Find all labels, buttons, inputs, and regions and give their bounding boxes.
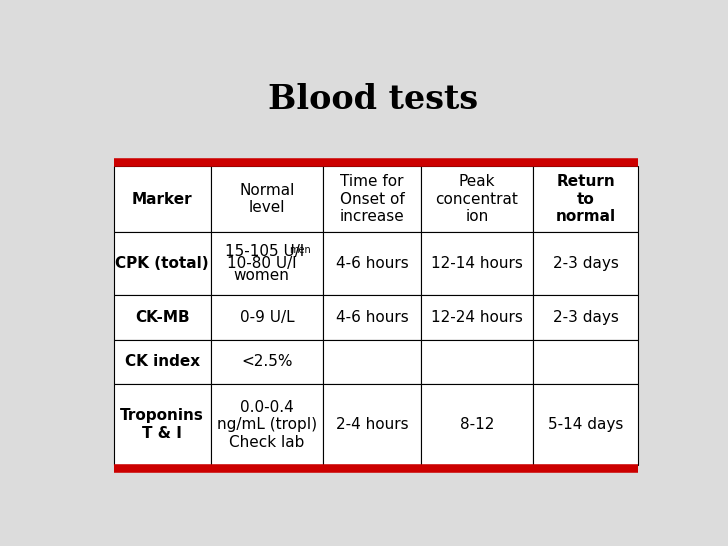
- Text: 15-105 U/l: 15-105 U/l: [225, 244, 304, 259]
- Bar: [534, 384, 638, 465]
- Bar: [421, 340, 534, 384]
- Bar: [114, 340, 210, 384]
- Text: 4-6 hours: 4-6 hours: [336, 310, 408, 325]
- Bar: [323, 167, 421, 232]
- Bar: [114, 384, 210, 465]
- Text: Troponins
T & I: Troponins T & I: [120, 408, 204, 441]
- Bar: [210, 232, 323, 295]
- Text: 12-14 hours: 12-14 hours: [431, 256, 523, 271]
- Bar: [534, 340, 638, 384]
- Text: 2-3 days: 2-3 days: [553, 310, 619, 325]
- Text: Blood tests: Blood tests: [268, 82, 478, 116]
- Bar: [421, 232, 534, 295]
- Text: 10-80 U/l: 10-80 U/l: [226, 256, 296, 271]
- Text: 2-3 days: 2-3 days: [553, 256, 619, 271]
- Text: CPK (total): CPK (total): [115, 256, 209, 271]
- Text: CK index: CK index: [124, 354, 199, 370]
- Bar: [210, 384, 323, 465]
- Bar: [114, 295, 210, 340]
- Text: 4-6 hours: 4-6 hours: [336, 256, 408, 271]
- Text: 12-24 hours: 12-24 hours: [431, 310, 523, 325]
- Bar: [323, 295, 421, 340]
- Bar: [323, 232, 421, 295]
- Text: Normal
level: Normal level: [240, 183, 295, 216]
- Bar: [534, 295, 638, 340]
- Text: 0-9 U/L: 0-9 U/L: [240, 310, 294, 325]
- Text: 2-4 hours: 2-4 hours: [336, 417, 408, 432]
- Text: Peak
concentrat
ion: Peak concentrat ion: [435, 174, 518, 224]
- Bar: [534, 167, 638, 232]
- Text: 8-12: 8-12: [460, 417, 494, 432]
- Text: Return
to
normal: Return to normal: [555, 174, 616, 224]
- Text: 5-14 days: 5-14 days: [548, 417, 623, 432]
- Text: Time for
Onset of
increase: Time for Onset of increase: [339, 174, 404, 224]
- Text: <2.5%: <2.5%: [241, 354, 293, 370]
- Bar: [210, 167, 323, 232]
- Text: Marker: Marker: [132, 192, 192, 207]
- Bar: [210, 340, 323, 384]
- Bar: [323, 384, 421, 465]
- Bar: [421, 384, 534, 465]
- Text: 0.0-0.4
ng/mL (tropI)
Check lab: 0.0-0.4 ng/mL (tropI) Check lab: [217, 400, 317, 449]
- Bar: [114, 167, 210, 232]
- Text: women: women: [234, 268, 289, 283]
- Text: CK-MB: CK-MB: [135, 310, 189, 325]
- Bar: [210, 295, 323, 340]
- Bar: [534, 232, 638, 295]
- Bar: [114, 232, 210, 295]
- Text: men: men: [289, 245, 311, 254]
- Bar: [421, 295, 534, 340]
- Bar: [421, 167, 534, 232]
- Bar: [323, 340, 421, 384]
